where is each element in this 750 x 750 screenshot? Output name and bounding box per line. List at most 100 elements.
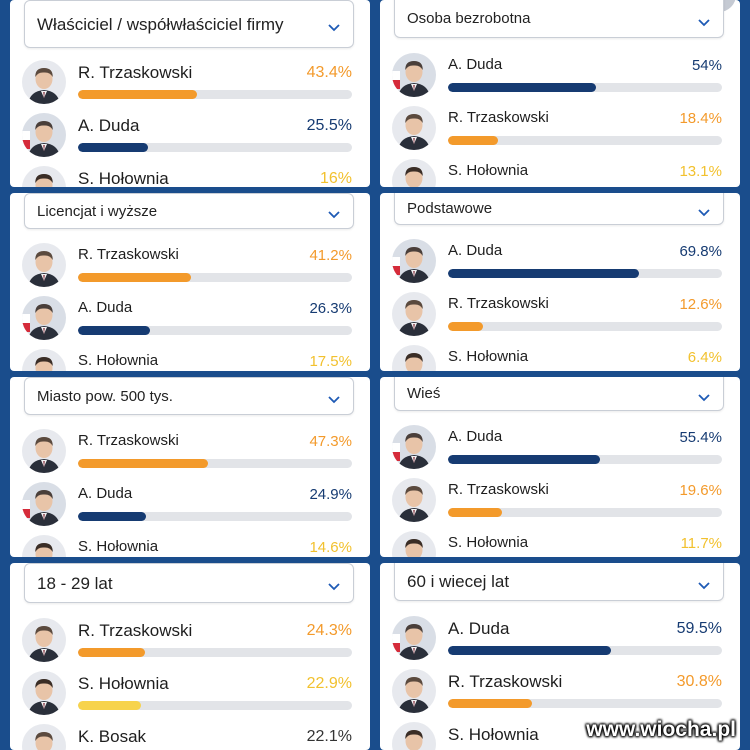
category-dropdown[interactable]: 18 - 29 lat: [24, 563, 354, 603]
candidate-name-label: A. Duda: [448, 242, 503, 259]
bar-track: [448, 646, 722, 655]
candidate-avatar: [22, 349, 66, 371]
candidate-name-label: R. Trzaskowski: [448, 295, 549, 312]
bar-track: [78, 326, 352, 335]
candidate-row: A. Duda 24.9%: [22, 482, 352, 534]
candidate-name-label: A. Duda: [448, 56, 503, 73]
candidate-avatar: [22, 535, 66, 557]
candidate-name-label: S. Hołownia: [78, 352, 159, 369]
bar: [78, 143, 148, 152]
candidate-avatar: [22, 429, 66, 473]
data-label: 41.2%: [309, 247, 352, 264]
bar-track: [448, 508, 722, 517]
candidate-avatar: [392, 345, 436, 371]
candidate-avatar: [22, 482, 66, 526]
data-label: 12.6%: [679, 296, 722, 313]
candidate-name-label: S. Hołownia: [78, 674, 169, 693]
bar-track: [448, 455, 722, 464]
data-label: 11.7%: [680, 535, 722, 552]
data-label: 16%: [319, 170, 352, 187]
candidate-name-label: K. Bosak: [78, 727, 147, 746]
bar: [78, 273, 191, 282]
data-label: 6.4%: [687, 349, 722, 366]
candidate-name-label: R. Trzaskowski: [448, 672, 563, 691]
bar: [78, 326, 151, 335]
category-dropdown[interactable]: Wieś: [394, 377, 724, 411]
chart-panel: Podstawowe A. Duda 69.8% R. Trzaskowski 12.6…: [380, 193, 740, 371]
candidate-avatar: [392, 159, 436, 187]
candidate-row: S. Hołownia 13.1%: [392, 159, 722, 187]
candidate-avatar: [22, 671, 66, 715]
data-label: 26.3%: [309, 300, 352, 317]
bar-track: [448, 83, 722, 92]
category-dropdown[interactable]: Podstawowe: [394, 193, 724, 225]
chevron-down-icon: [697, 15, 711, 27]
data-label: 25.5%: [306, 117, 352, 134]
bar: [448, 508, 502, 517]
category-dropdown[interactable]: Właściciel / współwłaściciel firmy: [24, 0, 354, 48]
candidate-row: A. Duda 55.4%: [392, 425, 722, 477]
dropdown-selected-value: Wieś: [407, 385, 441, 402]
bar-track: [448, 136, 722, 145]
candidate-row: S. Hołownia 16%: [22, 166, 352, 187]
candidate-name-label: A. Duda: [78, 485, 133, 502]
candidate-avatar: [22, 113, 66, 157]
data-label: 55.4%: [679, 429, 722, 446]
candidate-row: A. Duda 69.8%: [392, 239, 722, 291]
candidate-name-label: S. Hołownia: [448, 162, 529, 179]
candidate-name-label: S. Hołownia: [78, 538, 159, 555]
bar: [78, 512, 147, 521]
chart-panel: Wieś A. Duda 55.4% R. Trzaskowski 19.6% S. Ho…: [380, 377, 740, 557]
chevron-down-icon: [697, 390, 711, 402]
bar: [448, 322, 483, 331]
bar: [448, 136, 499, 145]
bar-track: [78, 143, 352, 152]
bar: [78, 459, 208, 468]
candidate-row: A. Duda 26.3%: [22, 296, 352, 348]
category-dropdown[interactable]: Miasto pow. 500 tys.: [24, 377, 354, 415]
bar-track: [448, 269, 722, 278]
candidate-row: A. Duda 59.5%: [392, 616, 722, 668]
chart-panel: Osoba bezrobotna A. Duda 54% R. Trzaskowski…: [380, 0, 740, 187]
candidate-name-label: R. Trzaskowski: [78, 246, 179, 263]
chevron-down-icon: [697, 205, 711, 217]
candidate-avatar: [22, 243, 66, 287]
bar: [448, 455, 600, 464]
bar-track: [448, 699, 722, 708]
candidate-avatar: [392, 53, 436, 97]
data-label: 24.9%: [309, 486, 352, 503]
chart-panel: Właściciel / współwłaściciel firmy R. Trz…: [10, 0, 370, 187]
data-label: 19.6%: [679, 482, 722, 499]
bar-track: [78, 512, 352, 521]
bar: [78, 648, 145, 657]
chart-panel: 60 i wiecej lat A. Duda 59.5% R. Trzaskowsk…: [380, 563, 740, 750]
candidate-avatar: [392, 531, 436, 557]
candidate-name-label: R. Trzaskowski: [78, 432, 179, 449]
category-dropdown[interactable]: 60 i wiecej lat: [394, 563, 724, 601]
dropdown-selected-value: Podstawowe: [407, 200, 493, 217]
category-dropdown[interactable]: Osoba bezrobotna: [394, 0, 724, 38]
chevron-down-icon: [327, 392, 341, 404]
candidate-avatar: [392, 239, 436, 283]
candidate-name-label: R. Trzaskowski: [78, 621, 193, 640]
candidate-avatar: [392, 669, 436, 713]
candidate-avatar: [22, 166, 66, 187]
data-label: 54%: [691, 57, 722, 74]
bar-track: [78, 459, 352, 468]
candidate-row: R. Trzaskowski 43.4%: [22, 60, 352, 112]
dropdown-selected-value: Miasto pow. 500 tys.: [37, 388, 173, 405]
chevron-down-icon: [327, 207, 341, 219]
bar: [78, 701, 141, 710]
category-dropdown[interactable]: Licencjat i wyższe: [24, 193, 354, 229]
bar: [448, 699, 533, 708]
chart-panel: 18 - 29 lat R. Trzaskowski 24.3% S. Hołowni…: [10, 563, 370, 750]
chevron-down-icon: [327, 579, 341, 591]
data-label: 30.8%: [676, 673, 722, 690]
candidate-name-label: A. Duda: [78, 299, 133, 316]
bar-track: [78, 701, 352, 710]
candidate-name-label: A. Duda: [448, 428, 503, 445]
candidate-avatar: [22, 618, 66, 662]
chart-panel: Licencjat i wyższe R. Trzaskowski 41.2% A. …: [10, 193, 370, 371]
data-label: 17.5%: [309, 353, 352, 370]
candidate-row: K. Bosak 22.1%: [22, 724, 352, 750]
